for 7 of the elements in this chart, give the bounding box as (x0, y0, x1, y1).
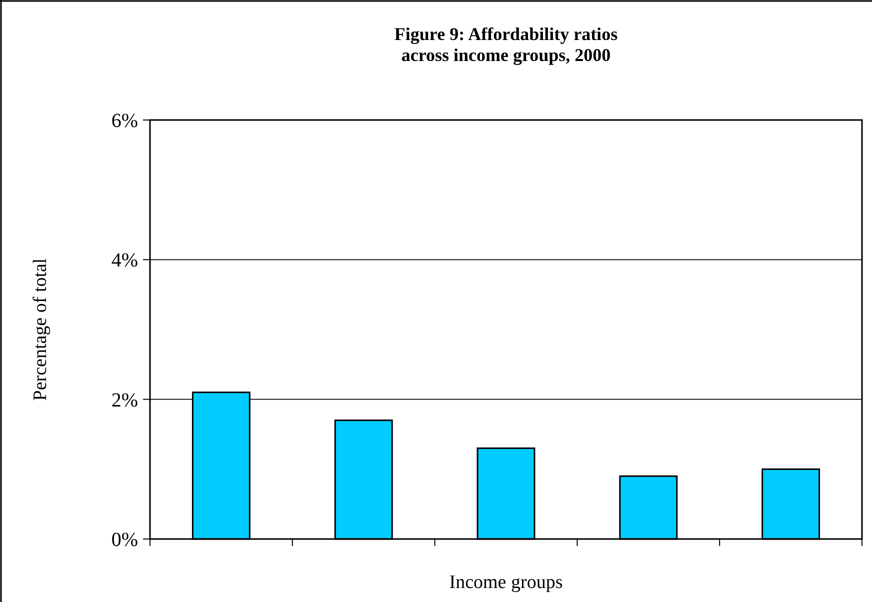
y-tick-label: 4% (111, 250, 138, 272)
y-tick-label: 2% (111, 389, 138, 412)
y-axis-title: Percentage of total (30, 258, 51, 401)
chart-title: Figure 9: Affordability ratios across income groups, 2000 (394, 24, 618, 65)
y-tick-label: 0% (111, 529, 138, 551)
y-tick-label: 6% (111, 110, 138, 132)
x-axis-title: Income groups (449, 572, 563, 593)
